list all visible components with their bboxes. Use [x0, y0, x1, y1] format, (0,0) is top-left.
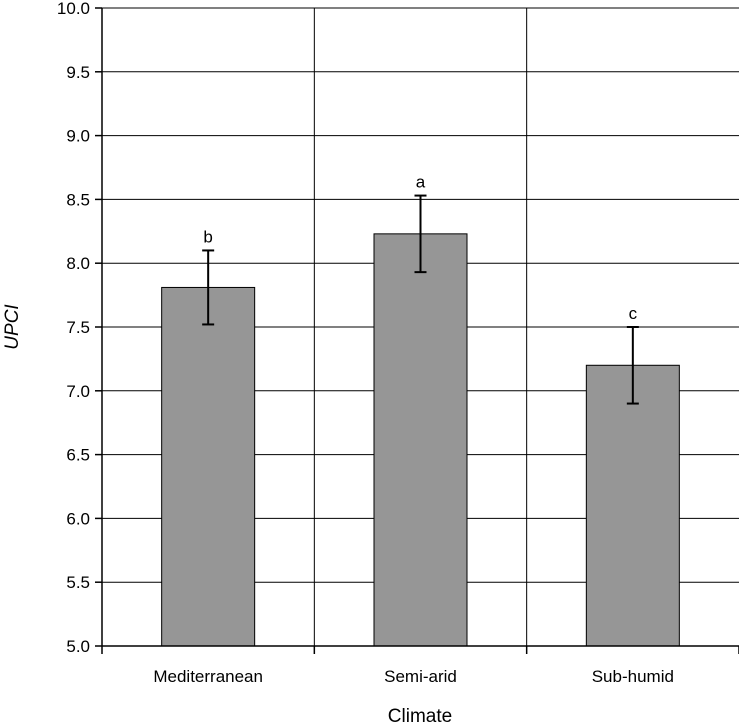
y-axis-title: UPCI [2, 304, 23, 350]
y-tick-label: 7.0 [66, 382, 90, 401]
error-bar [414, 194, 427, 274]
x-tick-label: Sub-humid [592, 667, 674, 686]
y-tick-label: 10.0 [57, 0, 90, 18]
bar [161, 286, 256, 647]
error-bar [626, 326, 639, 405]
y-tick-label: 7.5 [66, 318, 90, 337]
bar [373, 233, 468, 647]
x-tick-labels: Mediterranean Semi-arid Sub-humid [153, 667, 674, 686]
x-tick-label: Semi-arid [384, 667, 457, 686]
significance-letters: b a c [203, 173, 637, 323]
error-bar [202, 249, 215, 326]
x-tick-label: Mediterranean [153, 667, 263, 686]
significance-letter: b [203, 227, 212, 246]
y-tick-label: 6.0 [66, 509, 90, 528]
y-tick-labels: 5.0 5.5 6.0 6.5 7.0 7.5 8.0 8.5 9.0 9.5 10.0 [57, 0, 90, 656]
bar [585, 364, 680, 647]
y-tick-label: 6.5 [66, 446, 90, 465]
y-tick-label: 5.5 [66, 573, 90, 592]
x-axis-title: Climate [388, 706, 452, 726]
significance-letter: a [416, 173, 426, 192]
y-tick-label: 9.5 [66, 63, 90, 82]
y-tick-label: 9.0 [66, 127, 90, 146]
y-tick-label: 5.0 [66, 637, 90, 656]
y-tick-label: 8.5 [66, 190, 90, 209]
significance-letter: c [629, 304, 638, 323]
y-tick-label: 8.0 [66, 254, 90, 273]
bars [161, 233, 680, 647]
axes [95, 7, 739, 654]
error-bars [202, 194, 639, 405]
